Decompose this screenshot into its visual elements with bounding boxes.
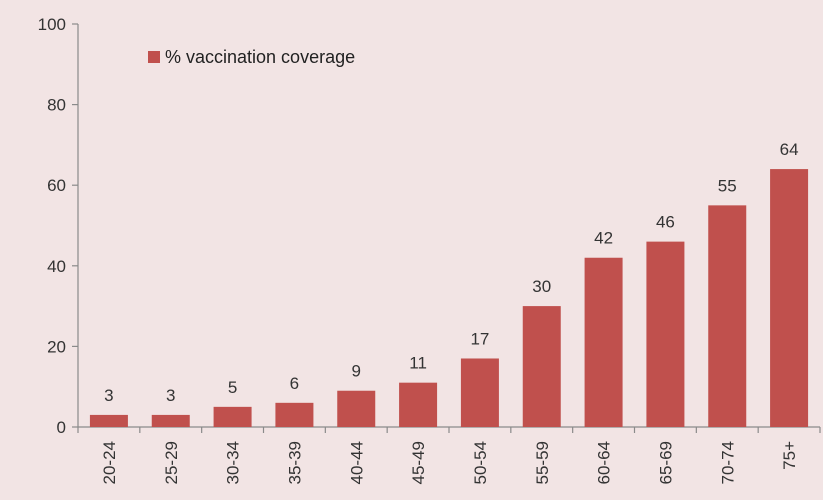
data-label: 6 — [290, 374, 299, 393]
data-label: 3 — [104, 386, 113, 405]
data-label: 5 — [228, 378, 237, 397]
y-tick-label: 0 — [57, 418, 66, 437]
x-tick-label: 35-39 — [285, 441, 304, 484]
x-tick-label: 20-24 — [100, 441, 119, 484]
data-label: 17 — [470, 329, 489, 348]
bar — [213, 406, 252, 427]
data-label: 55 — [718, 176, 737, 195]
x-tick-label: 45-49 — [409, 441, 428, 484]
x-axis: 20-24 25-29 30-34 35-39 40-44 45-49 50-54 55-59… — [77, 426, 821, 484]
x-tick-label: 50-54 — [471, 441, 490, 484]
bar — [337, 390, 376, 427]
y-tick-label: 20 — [47, 337, 66, 356]
bar — [460, 358, 499, 427]
x-tick-label: 70-74 — [718, 441, 737, 484]
legend-swatch — [148, 51, 160, 63]
y-tick-label: 40 — [47, 257, 66, 276]
x-tick-label: 65-69 — [656, 441, 675, 484]
x-tick-label: 55-59 — [533, 441, 552, 484]
bars — [89, 169, 809, 427]
data-label: 42 — [594, 229, 613, 248]
x-tick-label: 75+ — [780, 441, 799, 470]
data-label: 46 — [656, 213, 675, 232]
bar — [646, 241, 685, 427]
bar — [151, 414, 190, 427]
y-axis: 0 20 40 60 80 100 — [38, 15, 79, 437]
legend-label: % vaccination coverage — [165, 47, 355, 67]
y-tick-label: 80 — [47, 96, 66, 115]
bar — [89, 414, 128, 427]
bar — [522, 306, 561, 427]
data-labels: 3 3 5 6 9 11 17 30 42 46 55 64 — [104, 140, 798, 405]
data-label: 30 — [532, 277, 551, 296]
x-tick-label: 60-64 — [595, 441, 614, 484]
bar — [770, 169, 809, 427]
bar — [708, 205, 747, 427]
data-label: 11 — [409, 354, 427, 373]
legend: % vaccination coverage — [148, 47, 355, 67]
data-label: 3 — [166, 386, 175, 405]
data-label: 64 — [780, 140, 799, 159]
bar — [399, 382, 438, 427]
y-tick-label: 100 — [38, 15, 66, 34]
bar — [584, 257, 623, 427]
bar — [275, 402, 314, 427]
x-tick-label: 25-29 — [162, 441, 181, 484]
y-tick-label: 60 — [47, 176, 66, 195]
x-tick-label: 40-44 — [347, 441, 366, 484]
data-label: 9 — [352, 362, 361, 381]
x-tick-label: 30-34 — [224, 441, 243, 484]
